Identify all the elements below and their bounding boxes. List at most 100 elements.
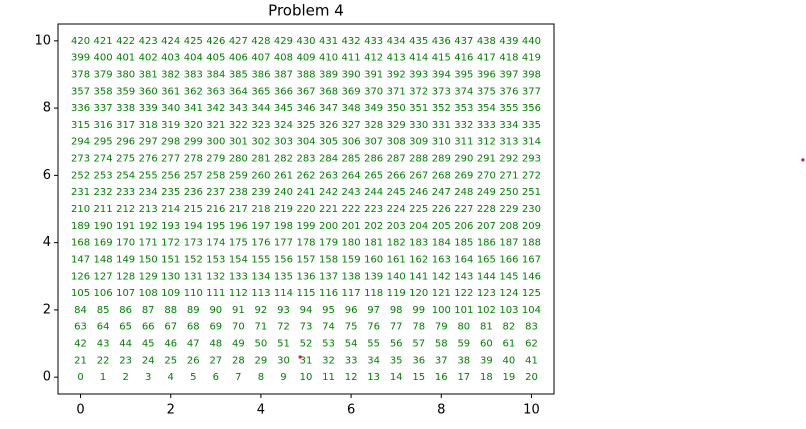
grid-label: 356 <box>522 103 541 114</box>
grid-label: 125 <box>522 288 541 299</box>
grid-label: 220 <box>296 204 315 215</box>
grid-label: 57 <box>412 339 425 350</box>
grid-label: 269 <box>454 170 473 181</box>
grid-label: 275 <box>116 154 135 165</box>
grid-label: 16 <box>435 372 448 383</box>
grid-label: 407 <box>251 53 270 64</box>
grid-label: 380 <box>116 69 135 80</box>
grid-label: 408 <box>274 53 293 64</box>
grid-label: 157 <box>296 254 315 265</box>
grid-label: 362 <box>184 86 203 97</box>
grid-label: 118 <box>364 288 383 299</box>
grid-label: 161 <box>387 254 406 265</box>
grid-label: 401 <box>116 53 135 64</box>
grid-label: 224 <box>387 204 406 215</box>
x-tick-label: 6 <box>347 403 355 418</box>
grid-label: 284 <box>319 154 338 165</box>
x-tick-label: 8 <box>437 403 445 418</box>
grid-label: 313 <box>499 137 518 148</box>
grid-label: 6 <box>213 372 219 383</box>
grid-label: 242 <box>319 187 338 198</box>
grid-label: 378 <box>71 69 90 80</box>
grid-label: 263 <box>319 170 338 181</box>
grid-label: 93 <box>277 305 290 316</box>
grid-label: 239 <box>251 187 270 198</box>
grid-label: 11 <box>322 372 335 383</box>
grid-label: 382 <box>161 69 180 80</box>
grid-label: 48 <box>209 339 222 350</box>
grid-label: 375 <box>477 86 496 97</box>
grid-label: 393 <box>409 69 428 80</box>
grid-label: 384 <box>206 69 225 80</box>
grid-label: 0 <box>77 372 83 383</box>
grid-label: 319 <box>161 120 180 131</box>
grid-label: 425 <box>184 36 203 47</box>
grid-label: 376 <box>499 86 518 97</box>
grid-label: 354 <box>477 103 496 114</box>
grid-label: 234 <box>139 187 158 198</box>
grid-label: 299 <box>184 137 203 148</box>
grid-label: 99 <box>412 305 425 316</box>
grid-label: 47 <box>187 339 200 350</box>
grid-label: 178 <box>296 238 315 249</box>
grid-label: 349 <box>364 103 383 114</box>
grid-label: 115 <box>296 288 315 299</box>
grid-label: 297 <box>139 137 158 148</box>
grid-label: 308 <box>387 137 406 148</box>
grid-label: 389 <box>319 69 338 80</box>
grid-label: 13 <box>367 372 380 383</box>
grid-label: 412 <box>364 53 383 64</box>
grid-label: 91 <box>232 305 245 316</box>
grid-label: 138 <box>342 271 361 282</box>
grid-label: 391 <box>364 69 383 80</box>
grid-label: 5 <box>190 372 196 383</box>
grid-label: 364 <box>229 86 248 97</box>
grid-label: 325 <box>296 120 315 131</box>
grid-label: 231 <box>71 187 90 198</box>
grid-label: 337 <box>94 103 113 114</box>
grid-label: 25 <box>164 355 177 366</box>
grid-label: 383 <box>184 69 203 80</box>
grid-label: 433 <box>364 36 383 47</box>
grid-label: 37 <box>435 355 448 366</box>
grid-label: 78 <box>412 322 425 333</box>
y-tick-label: 10 <box>34 33 51 48</box>
grid-label: 41 <box>525 355 538 366</box>
grid-label: 421 <box>94 36 113 47</box>
grid-label: 29 <box>255 355 268 366</box>
grid-label: 87 <box>142 305 155 316</box>
grid-label: 411 <box>342 53 361 64</box>
grid-label: 63 <box>74 322 87 333</box>
grid-label: 104 <box>522 305 541 316</box>
grid-label: 35 <box>390 355 403 366</box>
grid-label: 113 <box>251 288 270 299</box>
grid-label: 270 <box>477 170 496 181</box>
grid-label: 170 <box>116 238 135 249</box>
grid-label: 162 <box>409 254 428 265</box>
grid-label: 371 <box>387 86 406 97</box>
grid-label: 243 <box>342 187 361 198</box>
grid-label: 279 <box>206 154 225 165</box>
grid-label: 251 <box>522 187 541 198</box>
grid-label: 418 <box>499 53 518 64</box>
grid-label: 194 <box>184 221 203 232</box>
grid-label: 18 <box>480 372 493 383</box>
grid-label: 112 <box>229 288 248 299</box>
grid-label: 150 <box>139 254 158 265</box>
grid-label: 190 <box>94 221 113 232</box>
grid-label: 127 <box>94 271 113 282</box>
grid-label: 152 <box>184 254 203 265</box>
grid-label: 267 <box>409 170 428 181</box>
grid-label: 204 <box>409 221 428 232</box>
grid-label: 367 <box>296 86 315 97</box>
grid-label: 257 <box>184 170 203 181</box>
grid-label: 200 <box>319 221 338 232</box>
grid-label: 52 <box>300 339 313 350</box>
grid-label: 258 <box>206 170 225 181</box>
grid-label: 282 <box>274 154 293 165</box>
grid-label: 169 <box>94 238 113 249</box>
grid-label: 283 <box>296 154 315 165</box>
grid-label: 289 <box>432 154 451 165</box>
grid-label: 252 <box>71 170 90 181</box>
grid-label: 163 <box>432 254 451 265</box>
